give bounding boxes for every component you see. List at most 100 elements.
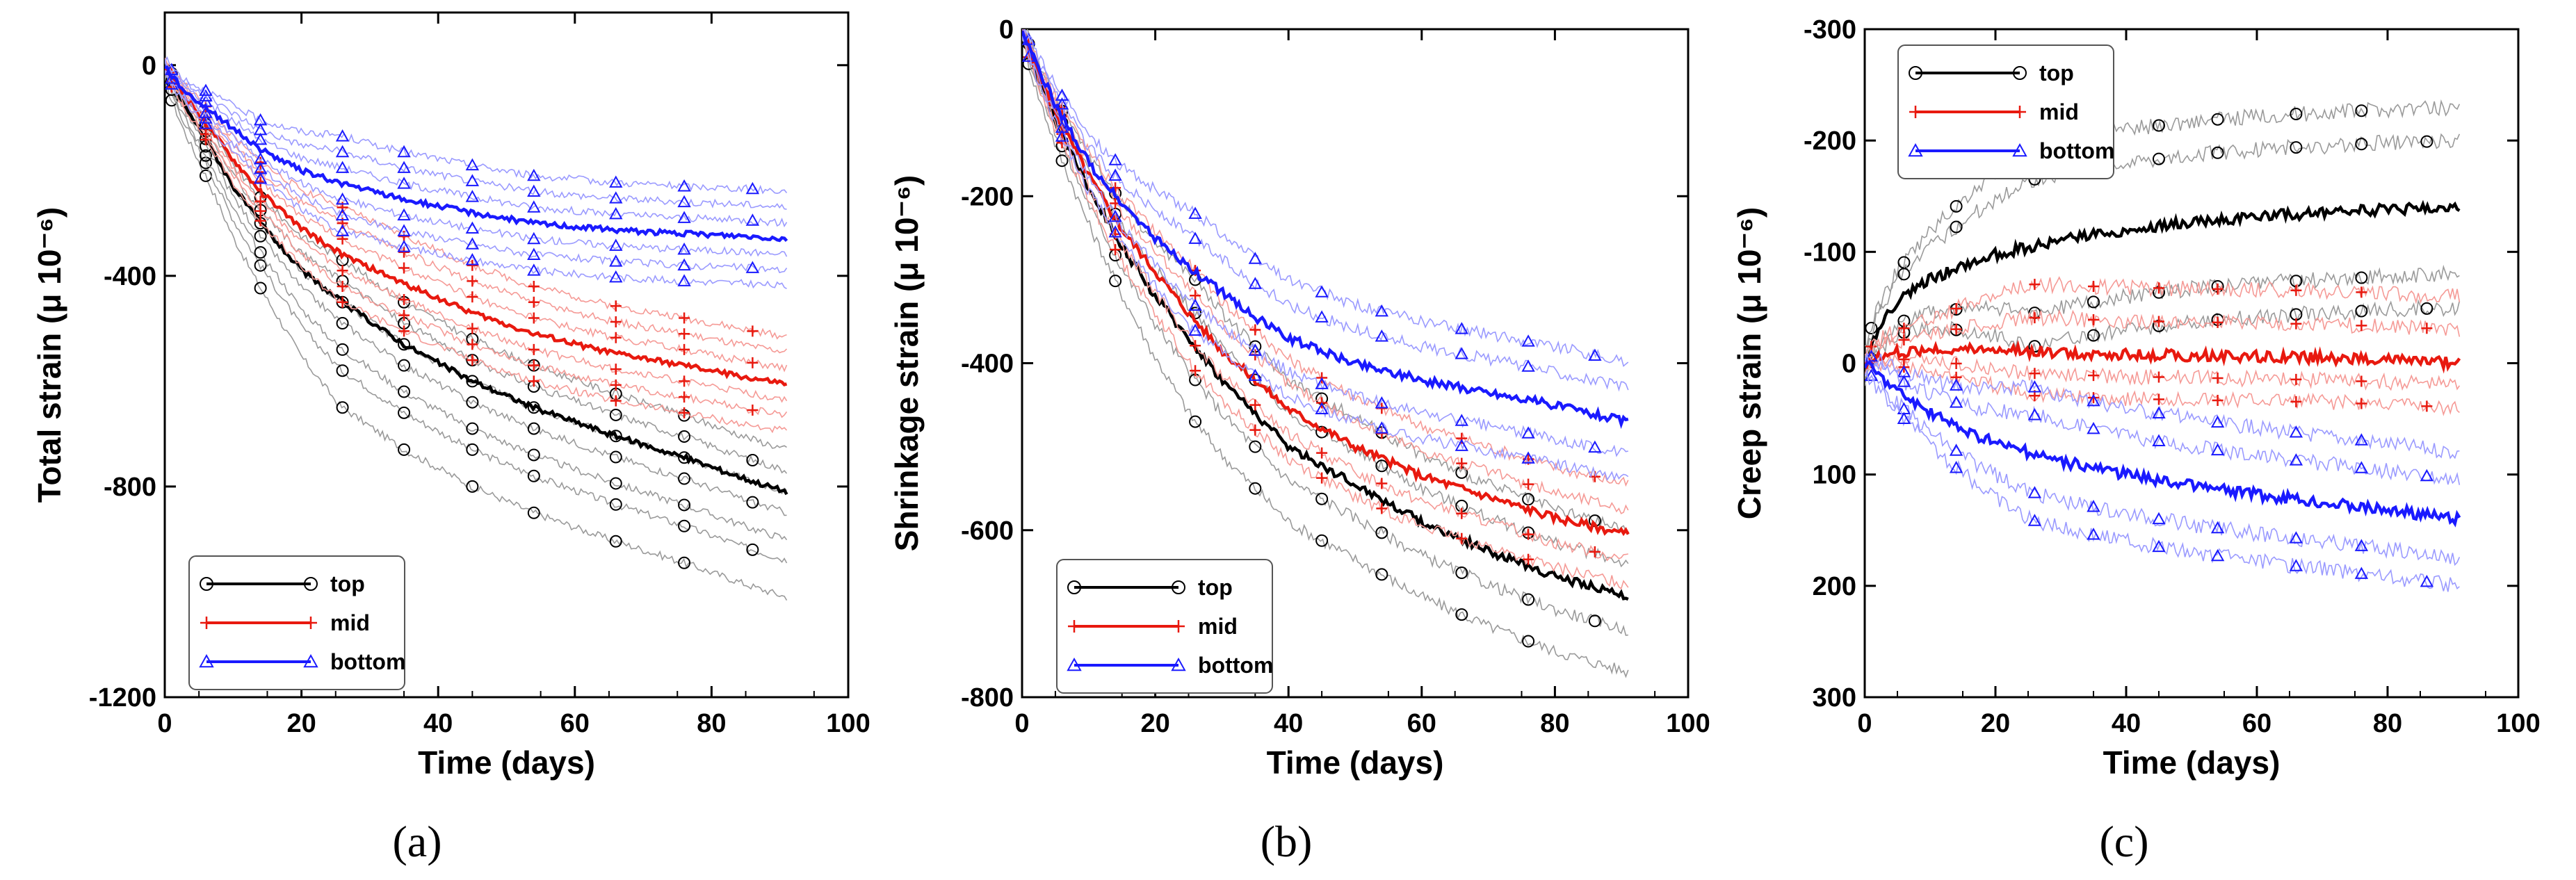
series-bottom-gauge-line — [1022, 38, 1628, 457]
series-top-gauge-marker — [2355, 138, 2368, 151]
series-bottom-gauge-marker — [2087, 500, 2100, 512]
series-top-gauge-marker — [2355, 304, 2368, 318]
series-bottom-gauge-marker — [2289, 531, 2303, 544]
series-mid-gauge-marker — [2029, 368, 2041, 380]
series-bottom-gauge-marker — [2289, 453, 2303, 466]
legend-marker-top — [1909, 66, 1922, 80]
series-bottom-gauge-marker — [2420, 468, 2434, 482]
series-mid-gauge-marker — [2029, 312, 2041, 324]
series-bottom-gauge-marker — [1375, 304, 1389, 317]
y-tick-label: -800 — [104, 473, 156, 502]
y-axis-label: Total strain (μ 10⁻⁶) — [31, 207, 67, 503]
x-tick-label: 100 — [1666, 709, 1710, 738]
series-bottom-gauge-marker — [2354, 433, 2369, 446]
series-top-line — [1865, 199, 2461, 362]
series-mid-gauge-marker — [2212, 372, 2223, 384]
series-bottom-gauge-marker — [465, 253, 480, 266]
series-top-gauge-marker — [1950, 220, 1963, 234]
series-top-gauge-marker — [1522, 593, 1535, 606]
series-bottom-gauge-marker — [1055, 97, 1069, 110]
series-mid-gauge-line — [1865, 355, 2460, 416]
series-top-gauge-marker — [1950, 199, 1963, 213]
series-top-gauge-marker — [1455, 608, 1468, 621]
series-top-gauge-marker — [1455, 567, 1468, 580]
series-bottom-gauge-marker — [1188, 323, 1202, 336]
series-bottom-gauge-marker — [2210, 548, 2225, 562]
series-bottom-gauge-marker — [609, 238, 623, 251]
series-mid-gauge-marker — [398, 246, 410, 258]
series-top-gauge-marker — [2290, 108, 2303, 121]
series-bottom-gauge-marker — [1865, 349, 1879, 362]
series-mid-line — [165, 67, 788, 386]
legend-marker-bottom — [1908, 142, 1923, 157]
series-top-gauge-marker — [1249, 440, 1262, 453]
y-tick-label: -400 — [104, 262, 156, 291]
series-mid-gauge-line — [1865, 309, 2461, 364]
y-tick-label: -200 — [1804, 127, 1856, 156]
series-top-gauge-marker — [1249, 482, 1262, 495]
series-bottom-gauge-marker — [1108, 153, 1122, 165]
series-bottom-gauge-marker — [335, 208, 350, 221]
series-top-gauge-marker — [466, 443, 479, 456]
series-top-gauge-marker — [398, 385, 411, 398]
series-bottom-gauge-marker — [2027, 514, 2042, 526]
series-top-gauge-marker — [527, 448, 540, 462]
series-mid-gauge-marker — [254, 195, 266, 207]
series-top-gauge-marker — [678, 519, 691, 532]
x-tick-label: 40 — [2112, 709, 2141, 738]
series-bottom-gauge-marker — [1949, 396, 1963, 408]
y-tick-label: -1200 — [89, 683, 156, 712]
legend-marker-mid — [1909, 106, 1922, 118]
series-bottom-gauge-marker — [677, 242, 691, 255]
series-top-gauge-marker — [1375, 526, 1388, 539]
legend-marker-bottom — [199, 653, 214, 668]
series-top-gauge-marker — [527, 469, 540, 482]
series-bottom-gauge-marker — [335, 224, 350, 236]
series-bottom-gauge-marker — [1315, 285, 1329, 298]
legend: top mid bottom — [1897, 44, 2114, 179]
series-mid-gauge-marker — [747, 357, 759, 368]
series-bottom-gauge-marker — [1521, 426, 1535, 439]
series-bottom-gauge-marker — [2354, 461, 2369, 473]
series-bottom-gauge-line — [165, 59, 787, 210]
series-bottom-gauge-marker — [609, 270, 623, 283]
x-axis-label: Time (days) — [2103, 744, 2281, 781]
series-top-gauge-marker — [1522, 635, 1535, 648]
series-mid-gauge-marker — [1376, 503, 1388, 514]
series-mid-gauge-marker — [337, 265, 348, 277]
series-mid-gauge-marker — [528, 359, 540, 371]
series-top-gauge-line — [1865, 264, 2460, 380]
series-bottom-gauge-marker — [745, 213, 760, 226]
series-mid-gauge-line — [165, 59, 788, 373]
series-bottom-gauge-marker — [253, 132, 268, 145]
legend-marker-top — [200, 577, 213, 591]
series-top-gauge-marker — [527, 506, 540, 519]
series-top-gauge-marker — [2420, 302, 2433, 315]
series-mid-gauge-marker — [1190, 365, 1201, 377]
series-top-gauge-marker — [609, 430, 622, 443]
series-mid-gauge-marker — [2290, 373, 2302, 385]
series-mid-gauge-marker — [1898, 323, 1910, 334]
series-bottom-gauge-marker — [677, 211, 691, 223]
legend-label-bottom: bottom — [1198, 653, 1273, 678]
series-mid-gauge-marker — [1523, 528, 1534, 540]
series-bottom-gauge-marker — [1315, 402, 1329, 414]
series-mid-gauge-marker — [1456, 432, 1468, 444]
series-mid-gauge-marker — [1376, 478, 1388, 489]
series-bottom-gauge-marker — [527, 247, 541, 260]
x-tick-label: 100 — [2496, 709, 2540, 738]
series-bottom-gauge-marker — [1315, 377, 1329, 389]
series-mid-gauge-marker — [467, 259, 478, 271]
series-bottom-gauge-marker — [2152, 406, 2166, 418]
legend-label-mid: mid — [1198, 614, 1238, 639]
series-bottom-gauge-marker — [2087, 393, 2100, 407]
series-bottom-gauge-marker — [1521, 359, 1535, 372]
series-top-gauge-marker — [254, 246, 267, 259]
series-bottom-gauge-marker — [609, 175, 623, 188]
series-bottom-gauge-marker — [2354, 539, 2369, 551]
series-bottom-gauge-marker — [1375, 396, 1389, 409]
series-top-gauge-marker — [746, 496, 759, 509]
legend-marker-mid — [1068, 620, 1080, 633]
series-top-gauge-marker — [1897, 268, 1911, 281]
series-mid-gauge-marker — [2153, 282, 2164, 294]
